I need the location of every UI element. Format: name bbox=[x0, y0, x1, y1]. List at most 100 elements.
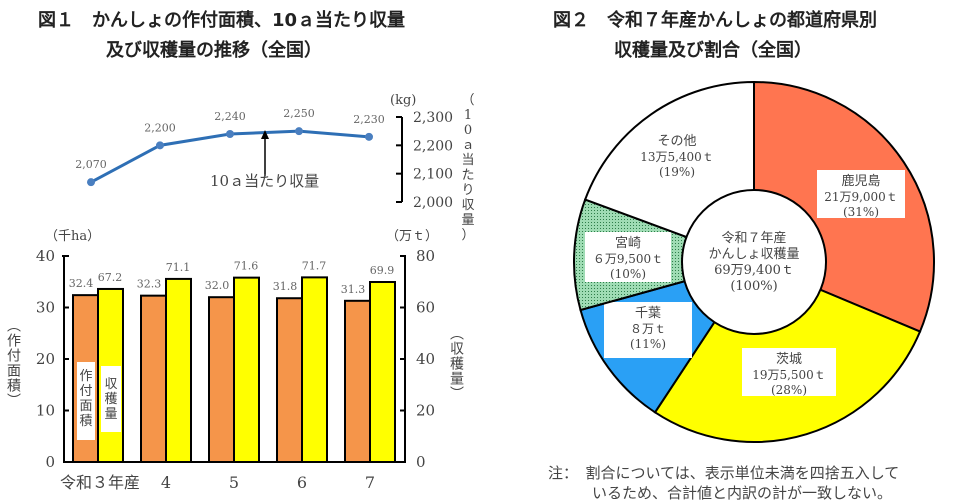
area-legend-box bbox=[77, 362, 95, 440]
right-tick-label: 60 bbox=[416, 299, 435, 317]
left-tick-label: 10 bbox=[36, 402, 55, 420]
yield-axis-label: 当 bbox=[461, 153, 474, 168]
production-bar bbox=[165, 277, 192, 464]
production-legend-label: 量 bbox=[104, 407, 117, 422]
right-tick-label: 40 bbox=[416, 350, 435, 368]
slice-name: 茨城 bbox=[776, 352, 802, 367]
slice-percent: (28%) bbox=[771, 383, 807, 397]
donut-hole bbox=[681, 189, 827, 335]
production-bar bbox=[369, 281, 396, 463]
fig1-title-line2: 及び収穫量の推移（全国） bbox=[106, 40, 322, 61]
left-tick-label: 30 bbox=[36, 299, 55, 317]
slice-amount: 21万9,000ｔ bbox=[824, 190, 898, 204]
production-legend-box bbox=[101, 366, 121, 432]
yield-axis-label: 収 bbox=[461, 198, 474, 213]
yield-axis-label: た bbox=[461, 168, 474, 183]
area-bar bbox=[344, 299, 371, 463]
area-data-label: 31.8 bbox=[273, 280, 298, 293]
yield-point bbox=[295, 127, 303, 136]
slice-percent: (31%) bbox=[843, 205, 879, 219]
yield-tick-label: 2,200 bbox=[413, 138, 453, 154]
note-line2: いるため、合計値と内訳の計が一致しない。 bbox=[592, 484, 893, 502]
yield-axis-label: 0 bbox=[464, 123, 472, 138]
yield-tick-label: 2,000 bbox=[413, 195, 453, 211]
yield-tick-label: 2,300 bbox=[413, 110, 453, 126]
slice-amount: ６万9,500ｔ bbox=[593, 252, 663, 266]
center-label: (100%) bbox=[730, 279, 777, 294]
x-tick-label: 令和３年産 bbox=[60, 473, 140, 492]
fig2-title-line1: 図２ 令和７年産かんしょの都道府県別 bbox=[553, 10, 877, 31]
right-tick-label: 0 bbox=[416, 453, 426, 471]
area-bar bbox=[276, 297, 303, 464]
area-bar bbox=[140, 294, 167, 463]
slice-percent: (11%) bbox=[630, 337, 666, 351]
x-tick-label: 4 bbox=[161, 473, 171, 492]
x-tick-label: 5 bbox=[229, 473, 239, 492]
yield-axis-label: ａ bbox=[461, 138, 474, 153]
production-data-label: 67.2 bbox=[98, 271, 123, 284]
right-tick-label: 80 bbox=[416, 247, 435, 265]
production-bar bbox=[233, 276, 260, 463]
area-data-label: 32.0 bbox=[205, 279, 230, 292]
arrow-head-icon bbox=[261, 130, 269, 139]
area-legend-label: 付 bbox=[79, 384, 92, 399]
yield-point bbox=[365, 132, 373, 141]
area-data-label: 32.4 bbox=[69, 277, 94, 290]
x-tick-label: 7 bbox=[365, 473, 375, 492]
slice-amount: ８万ｔ bbox=[630, 322, 666, 336]
right-tick-label: 20 bbox=[416, 402, 435, 420]
area-legend-label: 面 bbox=[79, 399, 92, 414]
production-data-label: 71.1 bbox=[166, 261, 191, 274]
yield-tick-label: 2,100 bbox=[413, 167, 453, 183]
production-legend-label: 穫 bbox=[104, 392, 117, 407]
right-axis-label: （収穫量） bbox=[448, 326, 464, 401]
slice-percent: (19%) bbox=[659, 165, 695, 179]
area-legend-label: 作 bbox=[79, 369, 92, 384]
slice-label-box bbox=[585, 232, 671, 282]
center-label: かんしょ収穫量 bbox=[708, 247, 799, 262]
area-data-label: 32.3 bbox=[137, 278, 162, 291]
production-legend-label: 収 bbox=[104, 377, 117, 392]
slice-percent: (10%) bbox=[610, 267, 646, 281]
slice-label-box bbox=[604, 302, 692, 358]
area-bar bbox=[208, 296, 235, 464]
fig1-title-line1: 図１ かんしょの作付面積、10ａ当たり収量 bbox=[38, 10, 406, 31]
slice-name: その他 bbox=[657, 134, 696, 149]
slice-amount: 13万5,400ｔ bbox=[640, 150, 714, 164]
left-unit: （千ha） bbox=[45, 229, 100, 244]
x-tick-label: 6 bbox=[297, 473, 307, 492]
production-data-label: 71.6 bbox=[234, 260, 259, 273]
fig2-title-line2: 収穫量及び割合（全国） bbox=[614, 40, 812, 61]
left-axis-label: （作付面積） bbox=[5, 318, 21, 408]
slice-label-box bbox=[817, 170, 905, 218]
slice-name: 宮崎 bbox=[615, 235, 641, 251]
left-tick-label: 20 bbox=[36, 350, 55, 368]
yield-data-label: 2,070 bbox=[75, 158, 107, 171]
slice-amount: 19万5,500ｔ bbox=[752, 368, 826, 382]
left-tick-label: 40 bbox=[36, 247, 55, 265]
yield-data-label: 2,230 bbox=[353, 113, 385, 126]
slice-name: 千葉 bbox=[635, 306, 661, 321]
yield-data-label: 2,250 bbox=[283, 107, 315, 120]
production-data-label: 71.7 bbox=[302, 259, 327, 272]
yield-axis-label: （ bbox=[461, 93, 474, 108]
area-legend-label: 積 bbox=[79, 414, 92, 429]
left-tick-label: 0 bbox=[45, 453, 55, 471]
production-data-label: 69.9 bbox=[370, 264, 395, 277]
yield-point bbox=[87, 178, 95, 187]
note-line1: 注： 割合については、表示単位未満を四捨五入して bbox=[548, 464, 900, 482]
yield-point bbox=[226, 130, 234, 138]
yield-axis-label: ） bbox=[461, 228, 474, 243]
annotation-label: 10ａ当たり収量 bbox=[210, 172, 319, 190]
center-label: 69万9,400ｔ bbox=[714, 263, 794, 278]
right-unit: （万ｔ） bbox=[386, 229, 438, 244]
yield-axis-label: 量 bbox=[461, 213, 474, 228]
yield-data-label: 2,200 bbox=[144, 121, 176, 134]
yield-point bbox=[156, 141, 164, 150]
slice-name: 鹿児島 bbox=[841, 173, 880, 189]
slice-label-box bbox=[742, 348, 836, 396]
yield-axis-label: り bbox=[461, 183, 474, 198]
yield-unit: (kg) bbox=[390, 93, 416, 108]
area-data-label: 31.3 bbox=[341, 283, 366, 296]
